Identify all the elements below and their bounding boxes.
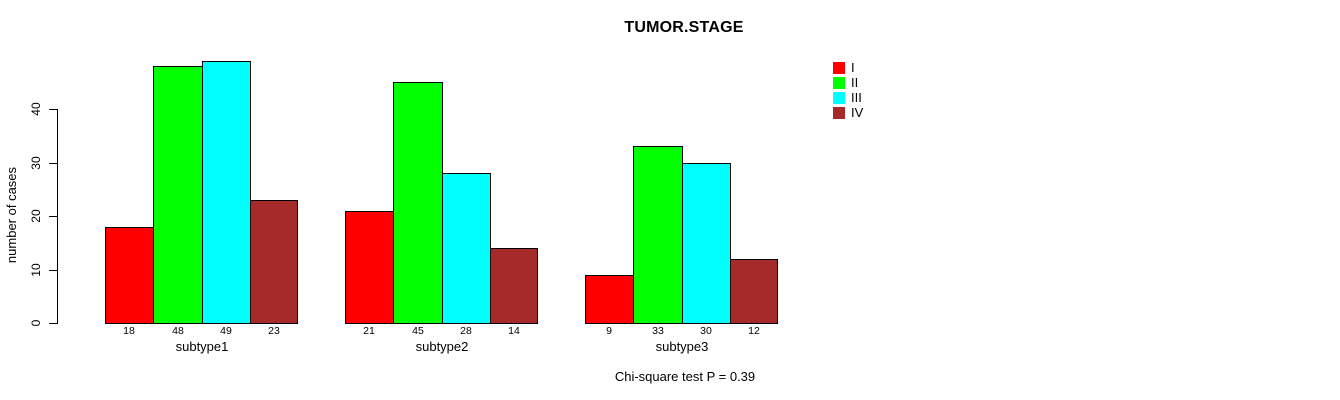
stat-note: Chi-square test P = 0.39 — [614, 369, 756, 384]
y-tick — [49, 323, 57, 324]
legend-swatch — [833, 92, 845, 104]
bar-value-label: 45 — [412, 325, 424, 337]
bar-subtype2-IV — [490, 248, 538, 324]
legend-item: IV — [833, 105, 864, 120]
y-tick-label: 0 — [28, 319, 43, 327]
y-tick-label: 40 — [28, 102, 43, 116]
category-label: subtype2 — [415, 339, 469, 354]
legend-label: II — [851, 75, 859, 90]
y-axis-label: number of cases — [4, 166, 19, 264]
bar-value-label: 18 — [123, 325, 135, 337]
bar-value-label: 33 — [652, 325, 664, 337]
legend-swatch — [833, 77, 845, 89]
legend-swatch — [833, 107, 845, 119]
legend-item: I — [833, 60, 855, 75]
bar-value-label: 48 — [172, 325, 184, 337]
bar-subtype2-II — [393, 82, 443, 324]
bar-subtype1-IV — [250, 200, 298, 324]
bar-subtype1-I — [105, 227, 154, 324]
y-tick-label: 30 — [28, 156, 43, 170]
y-tick — [49, 109, 57, 110]
y-tick — [49, 216, 57, 217]
legend-item: III — [833, 90, 862, 105]
bar-subtype3-II — [633, 146, 683, 324]
bar-subtype2-III — [442, 173, 491, 324]
bar-value-label: 21 — [363, 325, 375, 337]
bar-subtype3-III — [682, 163, 731, 324]
chart-title: TUMOR.STAGE — [624, 19, 744, 36]
y-tick — [49, 270, 57, 271]
legend-label: III — [851, 90, 862, 105]
legend-label: IV — [851, 105, 864, 120]
bar-subtype1-III — [202, 61, 251, 324]
bar-subtype1-II — [153, 66, 203, 324]
y-tick-label: 10 — [28, 263, 43, 277]
legend-label: I — [851, 60, 855, 75]
bar-value-label: 49 — [220, 325, 232, 337]
y-tick — [49, 163, 57, 164]
bar-subtype2-I — [345, 211, 394, 324]
y-axis-line — [57, 109, 58, 324]
y-tick-label: 20 — [28, 209, 43, 223]
bar-value-label: 30 — [700, 325, 712, 337]
category-label: subtype3 — [655, 339, 709, 354]
legend-item: II — [833, 75, 859, 90]
bar-value-label: 9 — [606, 325, 612, 337]
legend-swatch — [833, 62, 845, 74]
bar-value-label: 14 — [508, 325, 520, 337]
bar-subtype3-I — [585, 275, 634, 324]
bar-value-label: 23 — [268, 325, 280, 337]
category-label: subtype1 — [175, 339, 229, 354]
bar-subtype3-IV — [730, 259, 778, 324]
bar-value-label: 12 — [748, 325, 760, 337]
bar-value-label: 28 — [460, 325, 472, 337]
